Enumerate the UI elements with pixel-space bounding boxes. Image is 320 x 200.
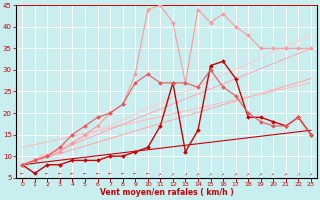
- X-axis label: Vent moyen/en rafales ( km/h ): Vent moyen/en rafales ( km/h ): [100, 188, 234, 197]
